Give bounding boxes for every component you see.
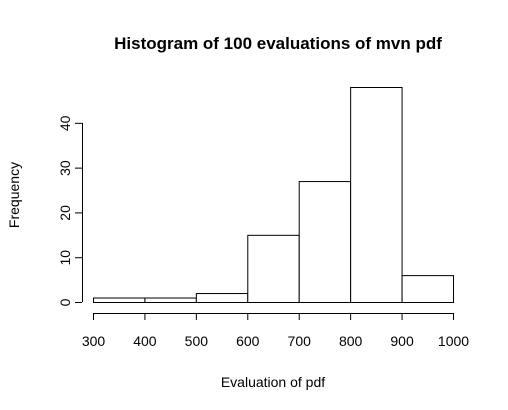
histogram-bar-300-400 bbox=[93, 297, 146, 304]
y-tick-label: 30 bbox=[57, 160, 73, 176]
x-tick-label: 900 bbox=[390, 333, 414, 349]
x-tick-label: 600 bbox=[236, 333, 260, 349]
y-tick-label: 0 bbox=[57, 298, 73, 306]
y-axis-label: Frequency bbox=[6, 162, 22, 228]
x-tick-label: 300 bbox=[82, 333, 106, 349]
bars-group bbox=[93, 87, 455, 304]
y-tick-label: 20 bbox=[57, 205, 73, 221]
x-axis: 300 400 500 600 700 800 900 1000 bbox=[82, 313, 469, 349]
x-tick-label: 500 bbox=[185, 333, 209, 349]
y-tick-label: 40 bbox=[57, 115, 73, 131]
x-axis-label: Evaluation of pdf bbox=[221, 374, 325, 390]
x-tick-label: 800 bbox=[339, 333, 363, 349]
histogram-bar-400-500 bbox=[144, 297, 197, 304]
histogram-bar-800-900 bbox=[350, 87, 403, 303]
x-tick-label: 1000 bbox=[438, 333, 469, 349]
histogram-bar-500-600 bbox=[195, 293, 249, 303]
y-axis: 0 10 20 30 40 bbox=[57, 115, 83, 306]
histogram-bar-600-700 bbox=[247, 234, 300, 303]
histogram-bar-700-800 bbox=[298, 181, 352, 303]
x-tick-label: 400 bbox=[133, 333, 157, 349]
x-tick-label: 700 bbox=[288, 333, 312, 349]
y-tick-label: 10 bbox=[57, 250, 73, 266]
histogram-bar-900-1000 bbox=[401, 275, 455, 303]
chart-title: Histogram of 100 evaluations of mvn pdf bbox=[114, 34, 442, 53]
